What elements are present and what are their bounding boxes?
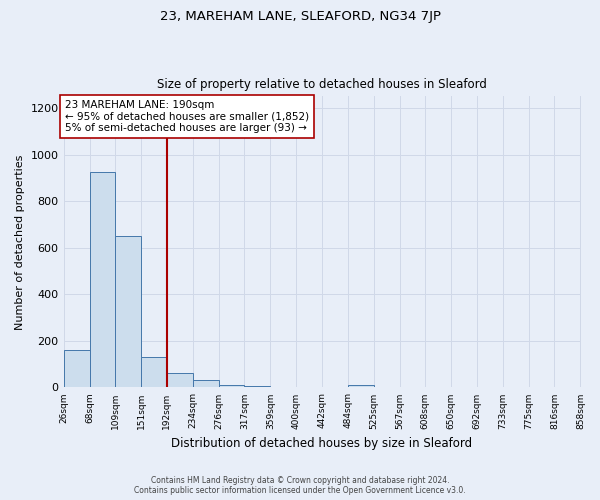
Bar xyxy=(193,380,219,388)
Bar xyxy=(348,385,374,388)
Bar xyxy=(141,357,167,388)
Bar xyxy=(115,236,141,388)
Bar xyxy=(89,172,115,388)
Bar xyxy=(244,386,271,388)
Bar xyxy=(219,385,244,388)
Text: 23, MAREHAM LANE, SLEAFORD, NG34 7JP: 23, MAREHAM LANE, SLEAFORD, NG34 7JP xyxy=(160,10,440,23)
Y-axis label: Number of detached properties: Number of detached properties xyxy=(15,154,25,330)
Bar xyxy=(64,350,89,388)
Title: Size of property relative to detached houses in Sleaford: Size of property relative to detached ho… xyxy=(157,78,487,91)
Text: 23 MAREHAM LANE: 190sqm
← 95% of detached houses are smaller (1,852)
5% of semi-: 23 MAREHAM LANE: 190sqm ← 95% of detache… xyxy=(65,100,309,133)
Text: Contains HM Land Registry data © Crown copyright and database right 2024.
Contai: Contains HM Land Registry data © Crown c… xyxy=(134,476,466,495)
X-axis label: Distribution of detached houses by size in Sleaford: Distribution of detached houses by size … xyxy=(172,437,473,450)
Bar xyxy=(167,374,193,388)
